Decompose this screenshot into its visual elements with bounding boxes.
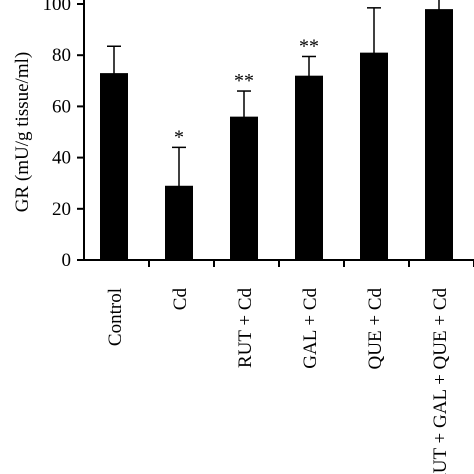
x-tick-label: Cd <box>170 288 191 311</box>
x-tick-label: QUE + Cd <box>365 288 386 370</box>
y-tick-label: 0 <box>62 250 72 271</box>
bar <box>100 73 128 261</box>
y-tick-label: 60 <box>52 96 71 117</box>
bar <box>425 9 453 261</box>
y-axis: 0 20 40 60 80 100 <box>43 0 85 271</box>
y-tick-label: 80 <box>52 45 71 66</box>
x-tick-label: RUT + Cd <box>235 288 256 369</box>
significance-marker: * <box>174 126 184 148</box>
y-tick-label: 100 <box>43 0 72 15</box>
x-tick-label: RUT + GAL + QUE + Cd <box>430 288 451 474</box>
y-tick-label: 20 <box>52 199 71 220</box>
significance-marker: ** <box>299 35 319 57</box>
y-tick-label: 40 <box>52 148 71 169</box>
y-axis-label: GR (mU/g tissue/ml) <box>12 52 33 212</box>
bar <box>295 75 323 261</box>
bars: ***** <box>100 0 453 261</box>
x-tick-label: Control <box>105 288 126 346</box>
x-axis: Control Cd RUT + Cd GAL + Cd QUE + Cd RUT + G… <box>84 259 474 474</box>
x-tick-label: GAL + Cd <box>300 288 321 369</box>
significance-marker: ** <box>234 70 254 92</box>
